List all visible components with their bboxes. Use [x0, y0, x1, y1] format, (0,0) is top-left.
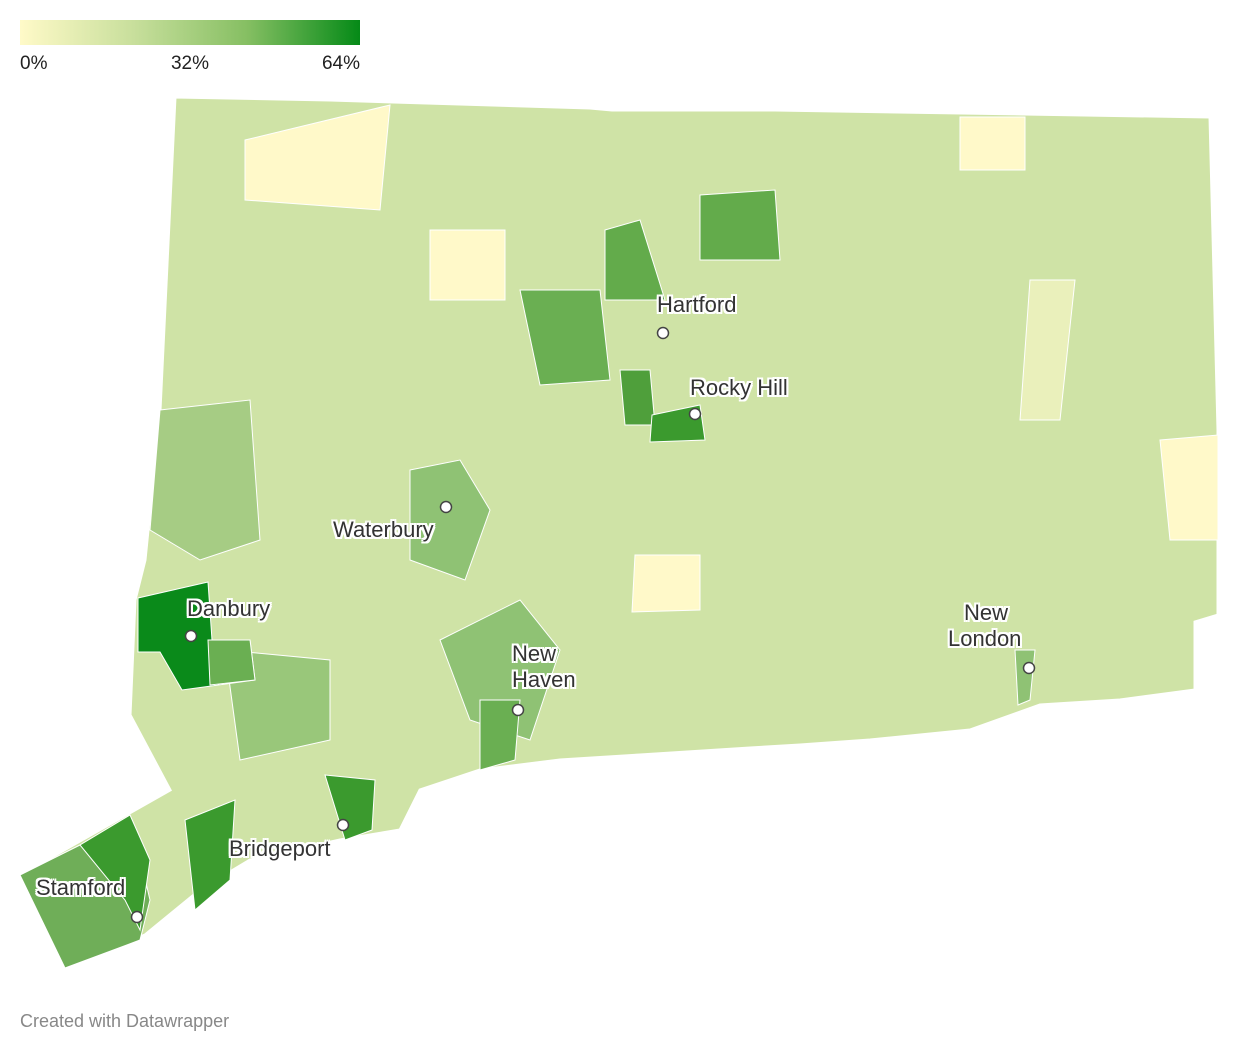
city-marker	[184, 629, 198, 643]
towns	[19, 104, 1219, 969]
city-label: New London	[948, 600, 1022, 651]
city-marker	[439, 500, 453, 514]
city-marker	[511, 703, 525, 717]
city-label: Rocky Hill	[690, 375, 788, 400]
legend-bar	[20, 20, 360, 45]
city-marker	[1022, 661, 1036, 675]
city-label: Danbury	[187, 596, 271, 621]
city-label: Bridgeport	[229, 836, 331, 861]
city-label: Stamford	[36, 875, 126, 900]
city-marker	[656, 326, 670, 340]
city-marker	[688, 407, 702, 421]
legend-label: 0%	[20, 53, 48, 74]
city-marker	[130, 910, 144, 924]
legend-label: 64%	[322, 53, 360, 74]
footer: Created with Datawrapper	[20, 1011, 230, 1031]
state-outline	[18, 95, 1220, 970]
city-label: Hartford	[657, 292, 737, 317]
city-label: Waterbury	[333, 517, 434, 542]
legend-label: 32%	[171, 53, 209, 74]
city-marker	[336, 818, 350, 832]
city-label: New Haven	[512, 641, 576, 692]
